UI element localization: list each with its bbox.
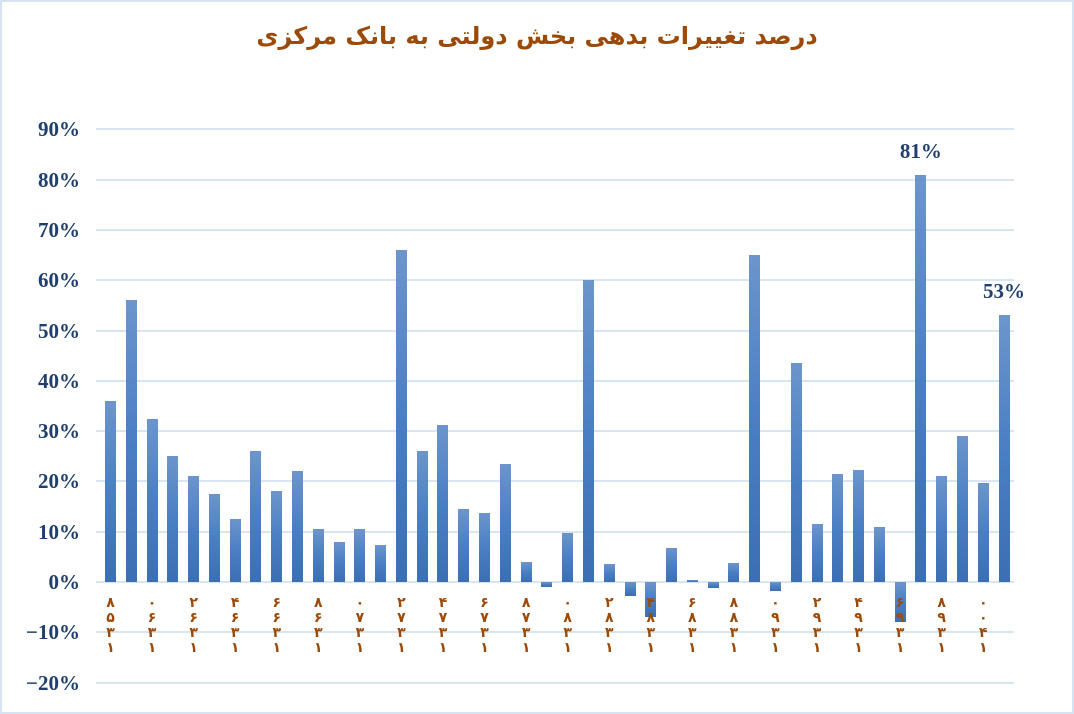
bar — [977, 483, 989, 582]
bar — [208, 493, 220, 582]
bar — [250, 451, 262, 582]
y-tick-label: 20% — [38, 469, 80, 494]
gridline — [96, 279, 1014, 282]
bar — [915, 174, 927, 582]
bar — [312, 529, 324, 582]
bar — [229, 519, 241, 582]
gridline — [96, 530, 1014, 533]
bar — [437, 424, 449, 582]
bar — [582, 280, 594, 582]
gridline — [96, 379, 1014, 382]
data-label: 81% — [899, 138, 942, 163]
bar — [292, 471, 304, 582]
y-tick-label: −20% — [26, 670, 80, 695]
bar — [707, 582, 719, 589]
gridline — [96, 329, 1014, 332]
gridline — [96, 581, 1014, 583]
bar — [811, 524, 823, 582]
bar — [749, 255, 761, 582]
y-tick-label: 50% — [38, 318, 80, 343]
bar — [188, 476, 200, 582]
bar — [790, 362, 802, 582]
gridline — [96, 178, 1014, 181]
bar — [894, 582, 906, 623]
bar — [562, 533, 574, 582]
y-tick-label: 90% — [38, 117, 80, 142]
bar — [686, 580, 698, 582]
bar — [479, 512, 491, 582]
y-tick-label: 40% — [38, 368, 80, 393]
bar — [956, 436, 968, 582]
gridline — [96, 631, 1014, 634]
chart-title: درصد تغییرات بدهی بخش دولتی به بانک مرکز… — [256, 22, 818, 50]
bar — [998, 315, 1010, 582]
y-tick-label: 0% — [48, 570, 81, 594]
bar — [375, 545, 387, 582]
bar — [728, 563, 740, 582]
bar — [832, 473, 844, 582]
y-tick-label: 60% — [38, 268, 80, 293]
bar — [125, 300, 137, 582]
bar — [520, 561, 532, 582]
gridline — [96, 228, 1014, 231]
bar — [873, 526, 885, 582]
gridline — [96, 681, 1014, 684]
bar — [624, 582, 636, 596]
bar — [146, 418, 158, 582]
bar — [769, 582, 781, 591]
bar — [105, 400, 116, 582]
y-tick-label: 30% — [38, 419, 80, 444]
y-tick-label: −10% — [26, 620, 80, 645]
bar — [541, 582, 553, 588]
bar — [333, 541, 345, 582]
data-label: 53% — [983, 279, 1026, 304]
bar — [395, 250, 407, 582]
bar — [271, 491, 283, 582]
y-tick-label: 80% — [38, 167, 80, 192]
bar — [645, 582, 657, 618]
bar — [167, 456, 179, 582]
bar — [666, 548, 678, 582]
bar — [853, 470, 865, 582]
gridline — [96, 430, 1014, 433]
bar — [936, 476, 948, 582]
gridline — [96, 128, 1014, 131]
bar — [499, 463, 511, 582]
bar — [354, 529, 366, 582]
y-tick-label: 70% — [38, 217, 80, 242]
y-tick-label: 10% — [38, 519, 80, 544]
bar — [416, 451, 428, 582]
bar — [603, 564, 615, 582]
gridline — [96, 480, 1014, 483]
bar — [458, 509, 470, 582]
